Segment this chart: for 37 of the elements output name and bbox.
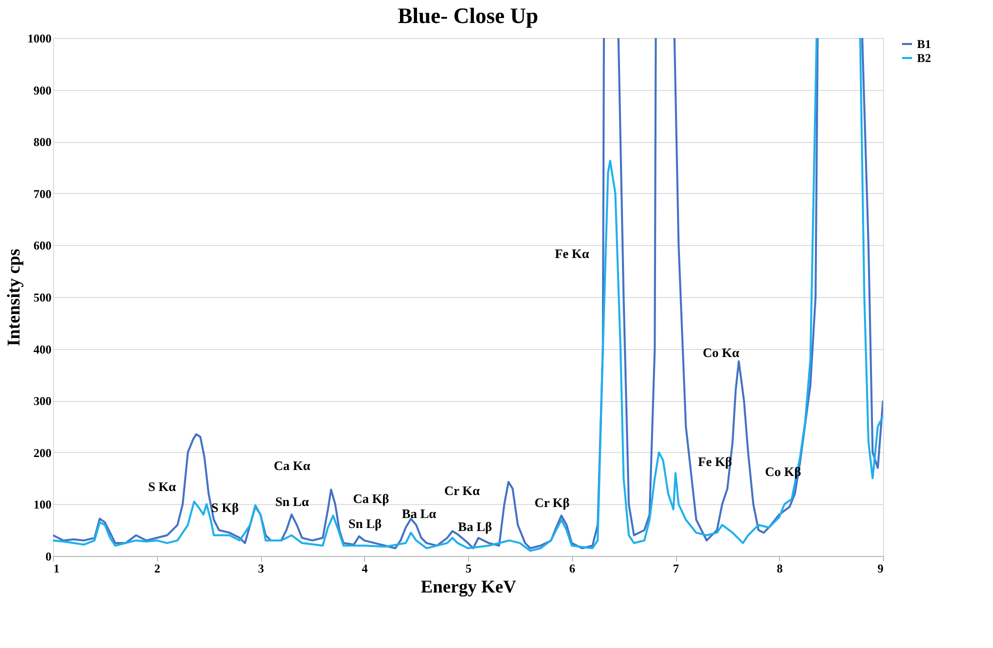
y-tick-label: 500 bbox=[34, 290, 52, 304]
annotation: Sn Lβ bbox=[348, 516, 382, 531]
legend-label: B2 bbox=[917, 51, 932, 65]
y-tick-label: 600 bbox=[34, 238, 52, 253]
y-tick-label: 0 bbox=[46, 550, 52, 564]
y-tick-label: 200 bbox=[34, 446, 52, 460]
y-axis-title: Intensity cps bbox=[4, 248, 24, 346]
y-tick-label: 800 bbox=[34, 135, 52, 150]
annotation: Cr Kα bbox=[444, 483, 481, 498]
x-tick-label: 8 bbox=[776, 562, 783, 576]
annotation: Fe Kα bbox=[554, 246, 590, 261]
x-tick-label: 3 bbox=[258, 562, 264, 576]
y-tick-label: 100 bbox=[34, 498, 52, 512]
annotation: Co Kα bbox=[702, 345, 740, 360]
x-tick-label: 2 bbox=[154, 562, 160, 576]
annotation: S Kβ bbox=[211, 500, 239, 515]
annotation: Ca Kα bbox=[274, 458, 311, 473]
y-tick-label: 1000 bbox=[28, 32, 52, 46]
x-axis-title: Energy KeV bbox=[420, 576, 516, 596]
y-tick-label: 900 bbox=[34, 83, 52, 98]
x-tick-label: 4 bbox=[362, 562, 368, 576]
x-tick-label: 5 bbox=[466, 562, 472, 576]
y-tick-label: 700 bbox=[34, 186, 52, 201]
y-tick-label: 300 bbox=[34, 394, 52, 408]
annotation: Sn Lα bbox=[275, 494, 310, 509]
x-tick-label: 1 bbox=[54, 562, 60, 576]
annotation: Ba Lα bbox=[402, 506, 437, 521]
annotation: Ba Lβ bbox=[458, 519, 492, 534]
legend-label: B1 bbox=[917, 37, 932, 51]
chart-title: Blue- Close Up bbox=[398, 3, 538, 28]
annotation: Cr Kβ bbox=[534, 495, 570, 510]
y-tick-label: 400 bbox=[34, 342, 52, 356]
annotation: S Kα bbox=[148, 479, 177, 494]
x-tick-label: 9 bbox=[878, 562, 884, 576]
x-tick-label: 6 bbox=[569, 562, 576, 576]
x-tick-label: 7 bbox=[673, 562, 679, 576]
annotation: Ca Kβ bbox=[352, 491, 390, 506]
